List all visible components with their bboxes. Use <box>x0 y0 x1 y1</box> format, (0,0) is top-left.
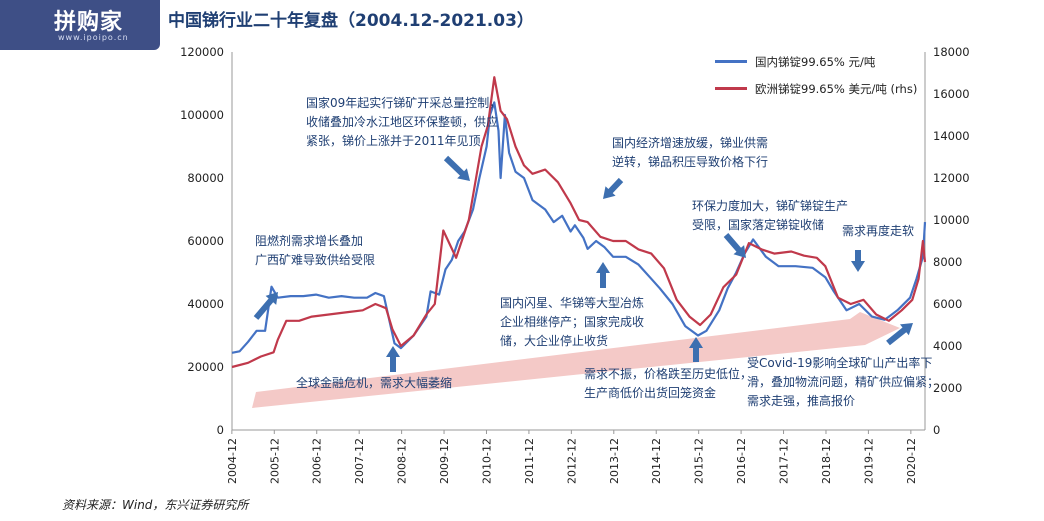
legend: 国内锑锭99.65% 元/吨 欧洲锑锭99.65% 美元/吨 (rhs) <box>715 48 917 102</box>
x-tick-label: 2016-12 <box>735 438 748 484</box>
series-layer <box>231 76 927 369</box>
annotation-financial-crisis: 全球金融危机，需求大幅萎缩 <box>296 376 453 390</box>
x-tick-label: 2007-12 <box>353 438 366 484</box>
arrow-smelter-stop <box>596 262 610 288</box>
y-left-tick-label: 40000 <box>187 297 224 311</box>
x-tick-label: 2006-12 <box>311 438 324 484</box>
y-left-tick-label: 20000 <box>187 360 224 374</box>
y-left-tick-label: 0 <box>217 423 224 437</box>
x-tick-label: 2017-12 <box>778 438 791 484</box>
annotation-flame-retardant: 阻燃剂需求增长叠加 广西矿难导致供给受限 <box>255 234 376 267</box>
legend-swatch-domestic <box>715 60 747 63</box>
x-tick-label: 2004-12 <box>226 438 239 484</box>
legend-label-europe: 欧洲锑锭99.65% 美元/吨 (rhs) <box>755 81 918 96</box>
x-tick-label: 2019-12 <box>862 438 875 484</box>
arrow-low-price <box>689 337 703 362</box>
annotation-environmental: 环保力度加大，锑矿锑锭生产 受限，国家落定锑锭收储 <box>692 199 849 232</box>
x-tick-label: 2008-12 <box>396 438 409 484</box>
y-right-tick-label: 18000 <box>933 45 970 59</box>
annotation-smelter-stop: 国内闪星、华锑等大型冶炼 企业相继停产；国家完成收 储，大企业停止收货 <box>500 296 645 348</box>
legend-label-domestic: 国内锑锭99.65% 元/吨 <box>755 54 876 69</box>
axes-layer: 0 20000 40000 60000 80000 100000 120000 0 2000 40… <box>180 45 970 484</box>
y-right-tick-label: 10000 <box>933 213 970 227</box>
annotation-2009-control: 国家09年起实行锑矿开采总量控制， 收储叠加冷水江地区环保整顿，供应 紧张，锑价上涨… <box>306 96 502 148</box>
series-line-europe <box>231 76 927 369</box>
arrow-layer <box>253 155 913 372</box>
arrow-2009-control <box>443 155 470 181</box>
arrow-covid <box>886 323 913 346</box>
trend-layer <box>252 312 900 408</box>
annotation-covid: 受Covid-19影响全球矿山产出率下 滑，叠加物流问题，精矿供应偏紧； 需求走强，… <box>747 356 940 408</box>
logo-url: www.ipoipo.cn <box>58 33 129 42</box>
x-tick-label: 2013-12 <box>608 438 621 484</box>
source-note: 资料来源：Wind，东兴证券研究所 <box>62 498 249 512</box>
y-right-tick-label: 0 <box>933 423 940 437</box>
y-right-tick-label: 2000 <box>933 381 962 395</box>
x-tick-label: 2014-12 <box>650 438 663 484</box>
y-right-tick-label: 6000 <box>933 297 962 311</box>
x-tick-label: 2005-12 <box>268 438 281 484</box>
annotation-demand-weak: 需求再度走软 <box>842 224 915 238</box>
y-right-tick-label: 14000 <box>933 129 970 143</box>
legend-swatch-europe <box>715 87 747 90</box>
logo: 拼购家 www.ipoipo.cn <box>0 0 160 50</box>
y-left-tick-label: 60000 <box>187 234 224 248</box>
x-tick-label: 2015-12 <box>693 438 706 484</box>
arrow-financial-crisis <box>386 346 400 372</box>
x-tick-label: 2020-12 <box>905 438 918 484</box>
x-tick-label: 2009-12 <box>438 438 451 484</box>
chart-title: 中国锑行业二十年复盘（2004.12-2021.03） <box>168 11 534 31</box>
x-tick-label: 2012-12 <box>565 438 578 484</box>
y-right-tick-label: 12000 <box>933 171 970 185</box>
x-tick-label: 2011-12 <box>523 438 536 484</box>
y-right-tick-label: 4000 <box>933 339 962 353</box>
y-left-tick-label: 100000 <box>180 108 224 122</box>
y-right-tick-label: 16000 <box>933 87 970 101</box>
trend-arrow <box>252 312 900 408</box>
arrow-demand-weak <box>851 250 865 272</box>
y-left-tick-label: 80000 <box>187 171 224 185</box>
arrow-flame-retardant <box>253 292 278 320</box>
logo-text: 拼购家 <box>54 10 124 35</box>
y-right-tick-label: 8000 <box>933 255 962 269</box>
legend-item-domestic: 国内锑锭99.65% 元/吨 <box>715 48 917 75</box>
annotation-low-price: 需求不振，价格跌至历史低位， 生产商低价出货回笼资金 <box>584 367 753 400</box>
arrow-slowdown <box>603 177 624 199</box>
series-line-domestic <box>231 101 927 354</box>
x-tick-label: 2018-12 <box>820 438 833 484</box>
annotation-slowdown: 国内经济增速放缓，锑业供需 逆转，锑品积压导致价格下行 <box>612 136 769 169</box>
x-tick-label: 2010-12 <box>480 438 493 484</box>
y-left-tick-label: 120000 <box>180 45 224 59</box>
arrow-environmental <box>723 233 746 258</box>
legend-item-europe: 欧洲锑锭99.65% 美元/吨 (rhs) <box>715 75 917 102</box>
